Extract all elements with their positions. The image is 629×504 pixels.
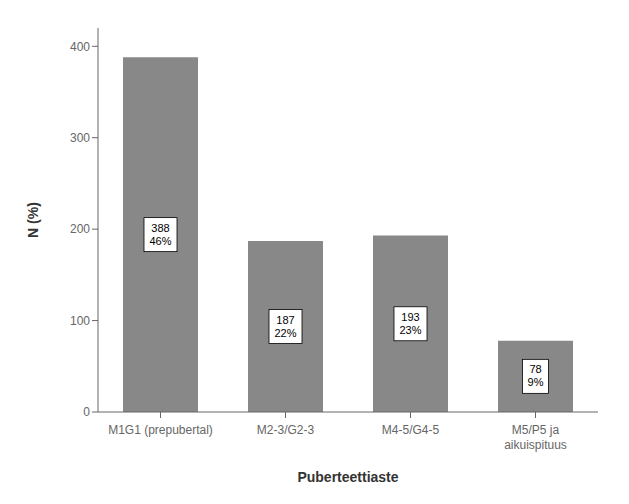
svg-text:19323%: 19323% [399,311,421,336]
svg-text:400: 400 [70,40,90,54]
svg-text:789%: 789% [528,363,544,388]
svg-text:38846%: 38846% [149,222,171,247]
svg-text:M1G1 (prepubertal): M1G1 (prepubertal) [108,423,213,437]
svg-text:N (%): N (%) [25,202,41,238]
svg-text:300: 300 [70,131,90,145]
svg-text:M5/P5 jaaikuispituus: M5/P5 jaaikuispituus [504,423,567,452]
svg-text:0: 0 [83,405,90,419]
svg-text:200: 200 [70,222,90,236]
svg-text:Puberteettiaste: Puberteettiaste [297,469,398,485]
svg-text:M2-3/G2-3: M2-3/G2-3 [257,423,315,437]
svg-text:18722%: 18722% [274,314,296,339]
svg-text:M4-5/G4-5: M4-5/G4-5 [382,423,440,437]
svg-text:100: 100 [70,314,90,328]
